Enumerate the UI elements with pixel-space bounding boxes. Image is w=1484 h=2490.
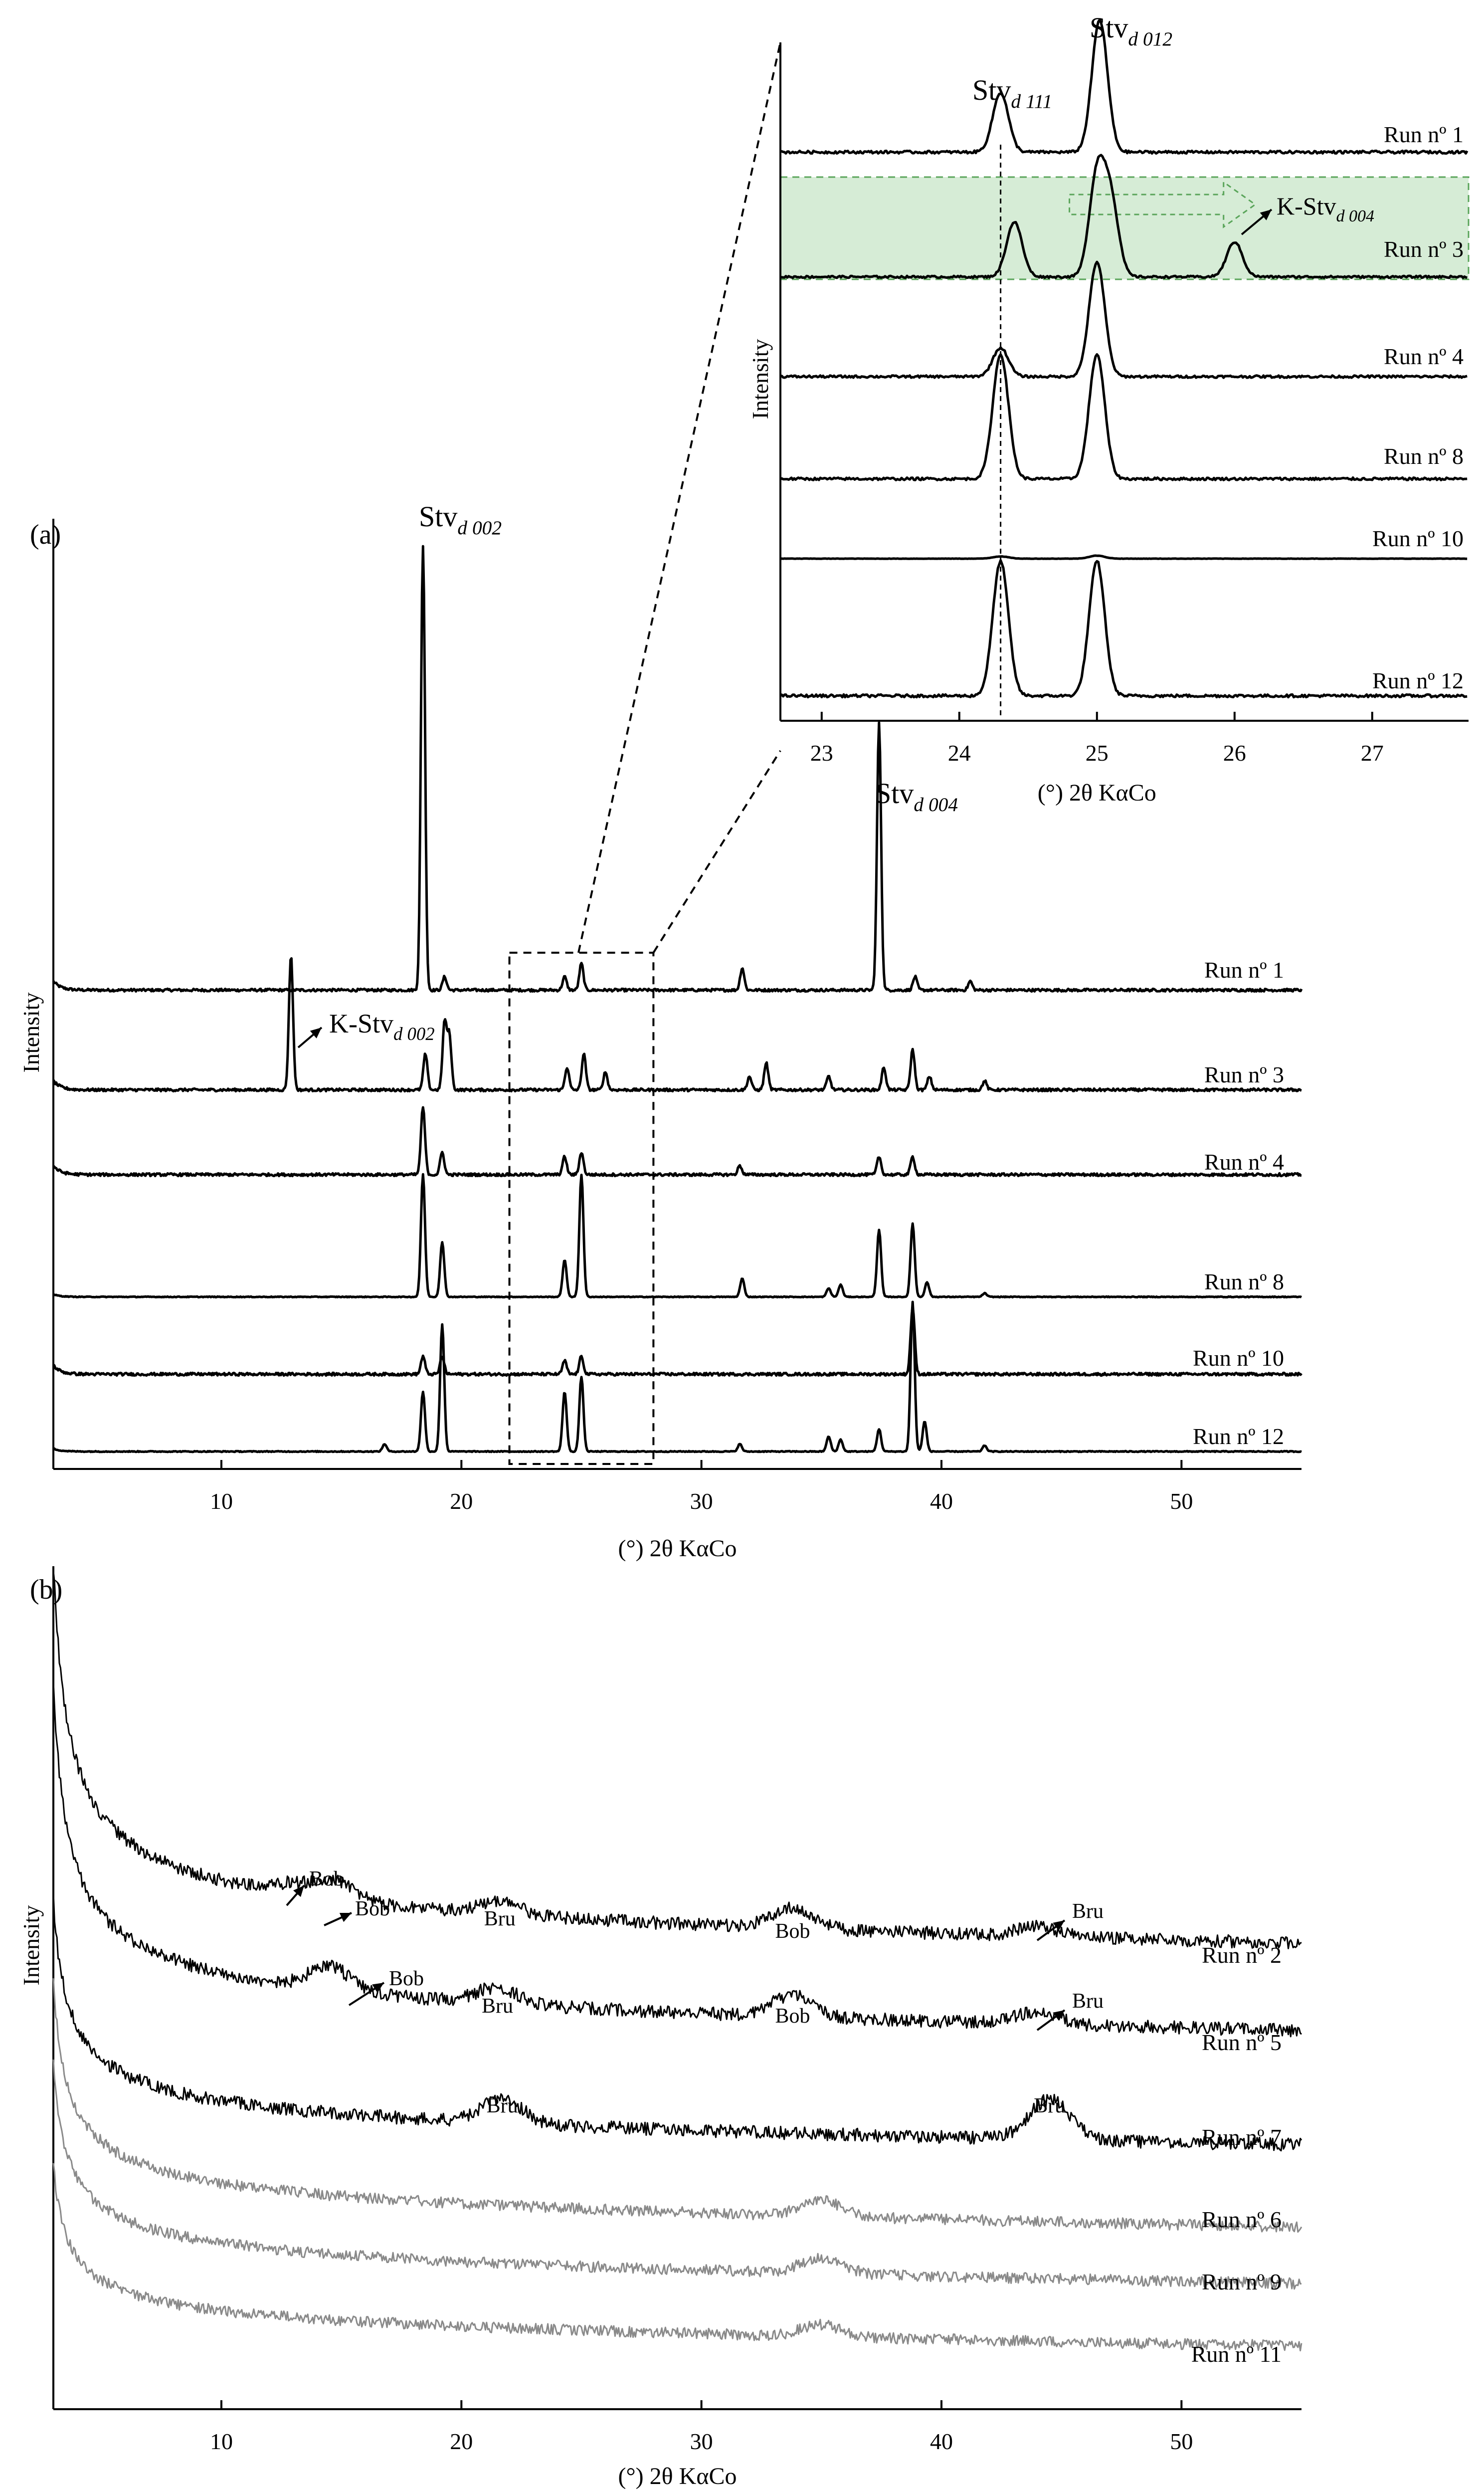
panel-a-series-label: Run nº 4: [1204, 1149, 1284, 1175]
panel-b-series-label: Run nº 2: [1202, 1942, 1282, 1968]
inset-peak-label-stv-d111: Stvd 111: [972, 74, 1052, 112]
panel-b-x-axis-label: (°) 2θ KαCo: [618, 2463, 737, 2490]
panel-a-peak-label-stv-d002: Stvd 002: [419, 500, 502, 539]
panel-b-x-tick-label: 10: [210, 2429, 233, 2454]
panel-a-label: (a): [30, 519, 61, 550]
panel-a-series-line: [53, 1300, 1302, 1453]
panel-a-peak-label-stv-d004: Stvd 004: [875, 777, 958, 816]
zoom-connector-right: [652, 750, 781, 954]
panel-a-series-line: [52, 1305, 1302, 1377]
panel-a-x-tick-label: 20: [450, 1488, 473, 1514]
inset-x-axis-label: (°) 2θ KαCo: [1038, 780, 1156, 806]
panel-b-annotation: Bru: [1072, 1990, 1104, 2013]
panel-b-series-label: Run nº 9: [1202, 2269, 1282, 2294]
panel-b-arrow-bob-head: [372, 1983, 384, 1993]
panel-a-x-tick-label: 10: [210, 1488, 233, 1514]
panel-b-series-line: [52, 1892, 1302, 2152]
inset-series-label: Run nº 4: [1384, 344, 1464, 369]
inset-series-line: [780, 554, 1468, 560]
panel-b-arrow-bru-head: [1053, 1920, 1065, 1931]
panel-b-series-line: [52, 1681, 1302, 2038]
panel-a-zoom-box: [508, 952, 655, 1465]
inset-series-label: Run nº 8: [1384, 443, 1464, 469]
panel-a-peak-label-kstv-d002: K-Stvd 002: [329, 1009, 435, 1044]
panel-a-series-label: Run nº 10: [1193, 1345, 1284, 1371]
panel-b-series-label: Run nº 11: [1191, 2341, 1282, 2367]
panel-b-annotation: Bob: [389, 1967, 424, 1990]
panel-b-annotation: Bob: [775, 2005, 810, 2028]
inset-x-tick-label: 26: [1223, 740, 1246, 766]
zoom-connector-left: [577, 42, 781, 953]
panel-a-x-axis-label: (°) 2θ KαCo: [618, 1535, 737, 1562]
panel-b-series-label: Run nº 6: [1202, 2207, 1282, 2232]
panel-b-annotation: Bru: [1072, 1900, 1104, 1923]
panel-b-annotation: Bob: [355, 1897, 390, 1920]
panel-b-annotation: Bru: [1034, 2094, 1065, 2117]
panel-a-x-tick-label: 50: [1170, 1488, 1193, 1514]
panel-b-x-tick-label: 40: [930, 2429, 953, 2454]
panel-a-x-tick-label: 40: [930, 1488, 953, 1514]
inset-series-line: [780, 154, 1468, 279]
inset-series-label: Run nº 1: [1384, 122, 1464, 147]
panel-b-annotation: Bru: [487, 2094, 518, 2117]
inset-series-label: Run nº 12: [1372, 668, 1464, 693]
panel-a-series-line: [52, 1106, 1302, 1178]
inset-x-tick-label: 27: [1361, 740, 1384, 766]
panel-a-series-line: [53, 1173, 1302, 1299]
panel-b-annotation: Bob: [309, 1868, 344, 1890]
inset-peak-label-kstv-d004: K-Stvd 004: [1277, 192, 1374, 225]
panel-a-series-label: Run nº 1: [1204, 957, 1284, 983]
panel-a-series-line: [52, 545, 1303, 993]
panel-b-annotation: Bru: [484, 1907, 516, 1930]
inset-series-line: [779, 353, 1468, 481]
panel-b-series-line: [52, 2059, 1302, 2290]
inset-x-tick-label: 23: [810, 740, 833, 766]
panel-b-annotation: Bru: [482, 1995, 513, 2018]
inset-series-line: [780, 260, 1468, 379]
panel-b-series-line: [52, 1978, 1302, 2233]
inset-x-tick-label: 25: [1086, 740, 1109, 766]
inset-peak-label-stv-d012: Stvd 012: [1090, 11, 1172, 50]
inset-y-axis-label: Intensity: [747, 339, 773, 419]
panel-b-series-label: Run nº 5: [1202, 2030, 1282, 2055]
panel-b-x-tick-label: 50: [1170, 2429, 1193, 2454]
inset-series-line: [779, 559, 1468, 699]
panel-a-series-line: [52, 957, 1302, 1093]
panel-b-arrow-bru-head: [1053, 2010, 1065, 2021]
panel-b-y-axis-label: Intensity: [18, 1905, 44, 1986]
inset-series-label: Run nº 10: [1372, 526, 1464, 551]
panel-b-annotation: Bob: [775, 1920, 810, 1943]
panel-a-arrow-kstv-head: [310, 1028, 322, 1038]
inset-series-line: [780, 18, 1469, 155]
panel-b-arrow-bob-head: [339, 1913, 352, 1922]
panel-a-series-label: Run nº 8: [1204, 1269, 1284, 1294]
panel-a-x-tick-label: 30: [690, 1488, 713, 1514]
inset-shift-arrow: [1069, 181, 1257, 228]
inset-arrow-kstv-head: [1260, 209, 1272, 220]
panel-a-series-label: Run nº 12: [1193, 1424, 1284, 1449]
panel-b-series-line: [52, 1571, 1302, 1949]
panel-b-series-line: [52, 2163, 1302, 2352]
inset-series-label: Run nº 3: [1384, 236, 1464, 262]
panel-b-label: (b): [30, 1574, 62, 1605]
panel-a-y-axis-label: Intensity: [18, 993, 44, 1073]
panel-b-x-tick-label: 20: [450, 2429, 473, 2454]
inset-x-tick-label: 24: [948, 740, 971, 766]
panel-b-arrow-bob-head: [293, 1885, 304, 1897]
panel-b-x-tick-label: 30: [690, 2429, 713, 2454]
panel-b-series-label: Run nº 7: [1202, 2124, 1282, 2150]
panel-a-series-label: Run nº 3: [1204, 1062, 1284, 1087]
